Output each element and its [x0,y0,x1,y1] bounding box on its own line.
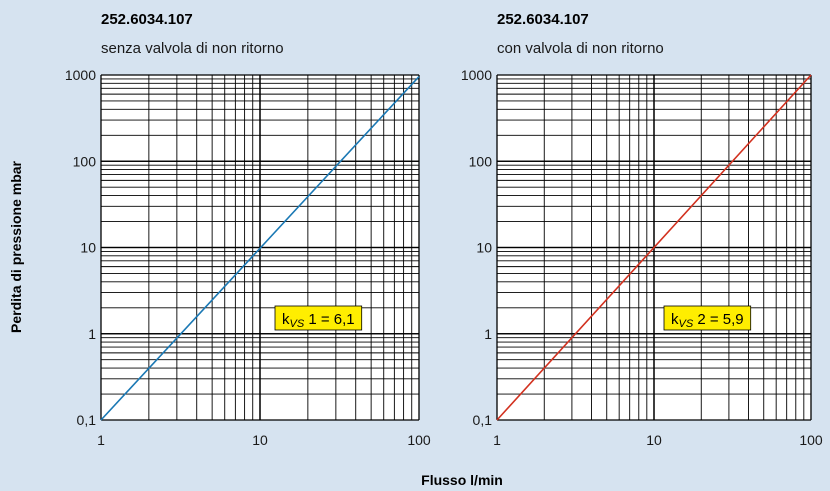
chart-title: 252.6034.107 [101,11,193,28]
y-tick-label: 1 [484,326,492,342]
chart-subtitle: con valvola di non ritorno [497,40,664,57]
series-line [496,74,812,421]
y-tick-label: 1 [88,326,96,342]
x-tick-label: 10 [646,432,662,448]
chart-right: 252.6034.107 con valvola di non ritorno … [461,11,823,448]
y-axis-title: Perdita di pressione mbar [8,160,24,332]
y-tick-label: 10 [80,240,96,256]
kvs-annotation-box [663,305,752,331]
x-tick-label: 100 [799,432,823,448]
y-tick-label: 1000 [461,67,492,83]
x-axis-title: Flusso l/min [421,472,503,488]
chart-subtitle: senza valvola di non ritorno [101,40,284,57]
y-tick-label: 100 [73,153,97,169]
kvs-annotation-label: kVS 2 = 5,9 [671,311,744,330]
y-tick-label: 10 [476,240,492,256]
chart-title: 252.6034.107 [497,11,589,28]
x-tick-label: 1 [493,432,501,448]
kvs-annotation-box [274,305,363,331]
x-tick-label: 10 [252,432,268,448]
y-tick-label: 0,1 [473,412,493,428]
chart-left: 252.6034.107 senza valvola di non ritorn… [65,11,431,448]
x-tick-label: 100 [407,432,431,448]
y-tick-label: 0,1 [77,412,97,428]
series-line [100,75,420,421]
y-tick-label: 1000 [65,67,96,83]
kvs-annotation-label: kVS 1 = 6,1 [282,311,355,330]
x-tick-label: 1 [97,432,105,448]
y-tick-label: 100 [469,153,493,169]
